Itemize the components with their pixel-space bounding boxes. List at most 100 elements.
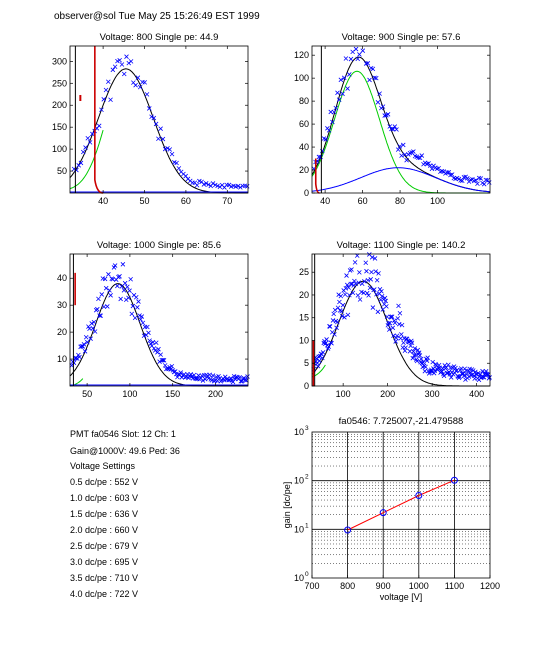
panel-900-data-point — [404, 157, 409, 163]
panel-1100-data-point — [355, 293, 361, 298]
panel-900-data-point — [323, 137, 328, 142]
panel-1000-data-point — [96, 296, 101, 302]
panel-800-data-point — [210, 181, 216, 186]
panel-800-data-point — [149, 114, 154, 120]
gain-info-line: Gain@1000V: 49.6 Ped: 36 — [70, 446, 180, 456]
panel-1000-xtick-label: 50 — [82, 389, 92, 399]
panel-1100-data-point — [411, 353, 417, 358]
panel-1000-data-point — [161, 358, 167, 363]
panel-1000-data-point — [140, 320, 146, 326]
panel-800-data-point — [133, 82, 138, 88]
panel-1000-data-point — [240, 376, 246, 381]
gain-fit-line — [347, 479, 455, 531]
panel-1000-data-point — [121, 288, 127, 293]
panel-1100-data-point — [430, 359, 435, 365]
gain-data-point — [415, 491, 423, 499]
panel-800-xtick-label: 40 — [98, 196, 108, 206]
panel-1000-data-point — [205, 373, 210, 379]
panel-800-data-point — [110, 67, 116, 73]
panel-1000-xtick-label: 100 — [122, 389, 137, 399]
panel-1000-data-point — [136, 299, 141, 304]
panel-800-data-point — [156, 136, 161, 142]
panel-1100-data-point — [342, 315, 347, 320]
panel-1100-data-point — [412, 346, 418, 351]
panel-900-data-point — [373, 75, 379, 81]
panel-1100-data-point — [352, 278, 357, 284]
panel-1100-data-point — [323, 340, 329, 346]
panel-900-data-point — [338, 77, 344, 83]
panel-800-ytick-label: 50 — [57, 166, 67, 176]
gain-ytick-exponent: 2 — [305, 474, 309, 481]
panel-1100-data-point — [461, 373, 467, 379]
panel-1100-ytick-label: 20 — [299, 290, 309, 300]
panel-1100-data-point — [375, 309, 381, 315]
panel-900-data-point — [363, 61, 369, 66]
panel-900-data-point — [402, 152, 408, 157]
pmt-info-line: PMT fa0546 Slot: 12 Ch: 1 — [70, 429, 176, 439]
panel-900-data-point — [465, 176, 470, 181]
panel-1100-data-point — [387, 320, 393, 326]
panel-900-data-point — [399, 153, 404, 158]
panel-1000-data-point — [105, 304, 110, 309]
panel-1100-data-point — [386, 327, 392, 332]
panel-1100-data-point — [329, 340, 334, 346]
panel-1000-data-point — [237, 374, 242, 380]
panel-900-ytick-label: 60 — [299, 119, 309, 129]
panel-900-data-point — [395, 147, 401, 152]
panel-900-data-point — [382, 113, 387, 118]
panel-800-data-point — [99, 107, 104, 113]
panel-1000-ytick-label: 40 — [57, 273, 67, 283]
panel-800-ytick-label: 200 — [52, 100, 67, 110]
panel-1000-data-point — [125, 284, 130, 290]
setting-item: 1.0 dc/pe : 603 V — [70, 493, 139, 503]
panel-900-data-point — [353, 46, 359, 52]
panel-900-data-point — [318, 154, 323, 160]
panel-1100-data-point — [407, 349, 413, 354]
panel-800-data-point — [87, 140, 93, 145]
setting-item: 3.0 dc/pe : 695 V — [70, 557, 139, 567]
panel-1000-data-point — [74, 356, 80, 361]
panel-800-data-point — [160, 136, 166, 142]
panel-900-data-point — [481, 181, 487, 187]
panel-900-data-point — [360, 48, 366, 53]
panel-1000-data-point — [130, 303, 136, 309]
panel-1000-data-point — [133, 294, 139, 300]
panel-800-data-point — [158, 126, 163, 131]
panel-1100-data-point — [436, 362, 442, 368]
panel-900-ytick-label: 80 — [299, 96, 309, 106]
panel-800-xtick-label: 50 — [140, 196, 150, 206]
panel-1000-data-point — [200, 378, 206, 383]
panel-800-data-point — [106, 79, 111, 85]
panel-1100-data-point — [458, 366, 464, 371]
panel-1000-data-point — [230, 379, 236, 385]
gain-ytick-label: 10 — [294, 524, 304, 534]
panel-800-data-point — [124, 54, 129, 60]
panel-900-ytick-label: 100 — [294, 73, 309, 83]
voltage-settings-heading: Voltage Settings — [70, 461, 136, 471]
gain-xtick-label: 1000 — [409, 581, 429, 591]
panel-1100-data-point — [348, 281, 354, 287]
gain-data-point — [344, 526, 352, 534]
panel-1000-data-point — [97, 313, 102, 318]
panel-1000-data-point — [206, 376, 211, 381]
panel-900-data-point — [387, 124, 393, 129]
panel-800-data-point — [121, 71, 127, 77]
panel-800-axes-frame — [69, 45, 249, 194]
panel-1100-data-point — [393, 339, 398, 344]
gain-xtick-label: 700 — [304, 581, 319, 591]
panel-1000-data-point — [83, 334, 89, 340]
panel-1000-data-point — [202, 376, 208, 382]
panel-900-data-point — [429, 166, 435, 172]
panel-800-data-point — [96, 123, 102, 129]
gain-ylabel: gain [dc/pe] — [282, 482, 292, 529]
panel-1000-data-point — [120, 262, 126, 267]
panel-1100-title: Voltage: 1100 Single pe: 140.2 — [336, 240, 466, 251]
panel-1000-data-point — [160, 357, 166, 363]
panel-800-ytick-label: 100 — [52, 144, 67, 154]
panel-1100-data-point — [396, 321, 402, 327]
panel-800-data-point — [244, 184, 250, 189]
panel-1000-data-point — [81, 342, 87, 347]
panel-1100-data-point — [357, 297, 363, 302]
panel-1000-data-point — [128, 276, 133, 282]
